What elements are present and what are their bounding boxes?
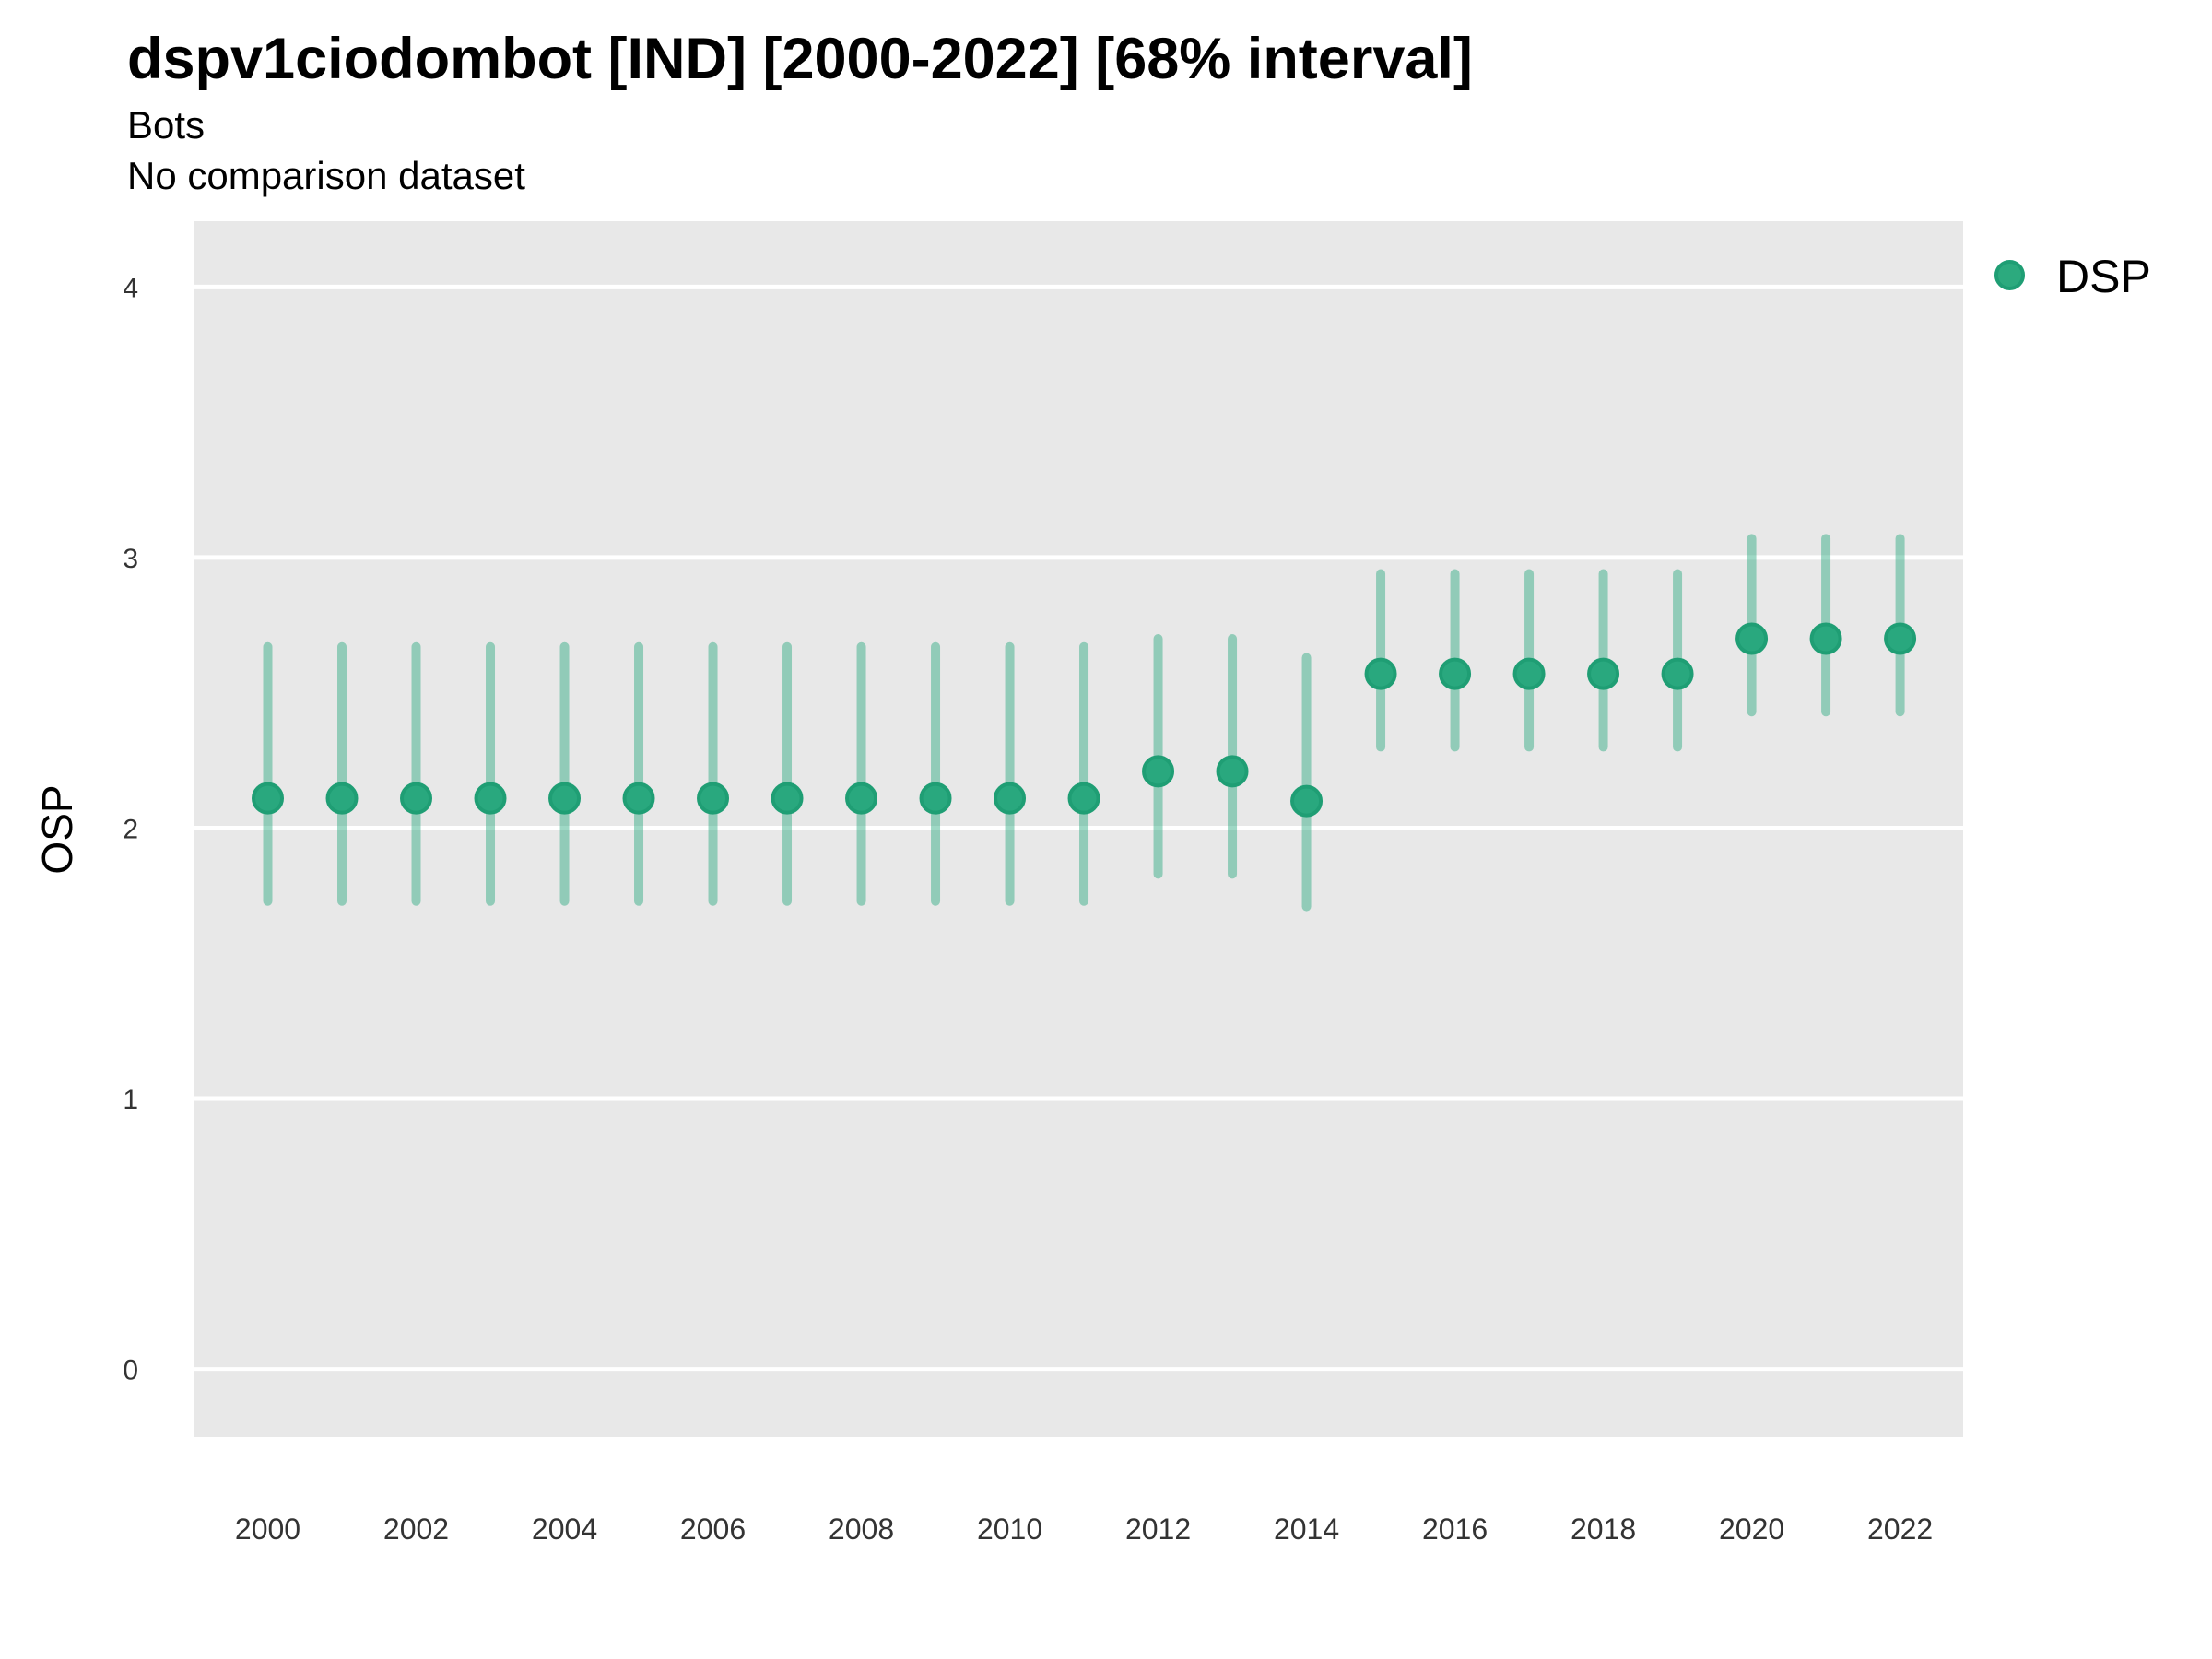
x-tick-label: 2014	[1274, 1512, 1339, 1546]
x-tick-label: 2010	[977, 1512, 1042, 1546]
x-tick-label: 2004	[532, 1512, 597, 1546]
y-tick-label: 3	[123, 544, 138, 574]
point-estimate	[1735, 622, 1769, 655]
x-tick-label: 2016	[1422, 1512, 1488, 1546]
pointrange-2011	[1067, 641, 1100, 906]
pointrange-2000	[252, 641, 285, 906]
x-tick-label: 2002	[383, 1512, 449, 1546]
point-estimate	[919, 782, 952, 815]
pointrange-2005	[622, 641, 655, 906]
point-estimate	[994, 782, 1027, 815]
pointrange-2003	[474, 641, 507, 906]
x-tick-label: 2000	[235, 1512, 300, 1546]
point-estimate	[622, 782, 655, 815]
pointrange-2004	[548, 641, 582, 906]
point-estimate	[771, 782, 804, 815]
point-estimate	[1661, 657, 1694, 690]
x-tick-label: 2022	[1867, 1512, 1933, 1546]
x-tick-label: 2020	[1719, 1512, 1784, 1546]
point-estimate	[548, 782, 582, 815]
pointrange-2019	[1661, 569, 1694, 752]
y-tick-label: 4	[123, 273, 138, 303]
pointrange-2018	[1587, 569, 1620, 752]
point-estimate	[845, 782, 878, 815]
x-tick-label: 2008	[829, 1512, 894, 1546]
pointrange-2015	[1364, 569, 1397, 752]
y-tick-label: 1	[123, 1085, 138, 1115]
chart-title: dspv1ciodombot [IND] [2000-2022] [68% in…	[127, 27, 1473, 91]
point-estimate	[1439, 657, 1472, 690]
x-tick-label: 2012	[1125, 1512, 1191, 1546]
legend-point-icon	[1994, 260, 2025, 290]
point-estimate	[252, 782, 285, 815]
point-estimate	[1809, 622, 1842, 655]
pointrange-2008	[845, 641, 878, 906]
pointrange-2016	[1439, 569, 1472, 752]
pointrange-2009	[919, 641, 952, 906]
point-estimate	[1512, 657, 1546, 690]
pointrange-2002	[400, 641, 433, 906]
pointrange-2022	[1884, 534, 1917, 717]
y-tick-label: 0	[123, 1356, 138, 1386]
point-estimate	[400, 782, 433, 815]
pointrange-2007	[771, 641, 804, 906]
chart-subtitle: Bots	[127, 103, 206, 147]
point-estimate	[1884, 622, 1917, 655]
pointrange-2006	[697, 641, 730, 906]
x-tick-label: 2006	[680, 1512, 746, 1546]
series-DSP	[252, 534, 1917, 912]
point-estimate	[1587, 657, 1620, 690]
pointrange-2017	[1512, 569, 1546, 752]
point-estimate	[1067, 782, 1100, 815]
point-estimate	[697, 782, 730, 815]
comparison-note: No comparison dataset	[127, 154, 525, 197]
point-estimate	[474, 782, 507, 815]
pointrange-2010	[994, 641, 1027, 906]
pointrange-2001	[325, 641, 359, 906]
point-estimate	[325, 782, 359, 815]
pointrange-2014	[1290, 653, 1324, 912]
x-tick-label: 2018	[1571, 1512, 1636, 1546]
y-tick-label: 2	[123, 814, 138, 844]
pointrange-2020	[1735, 534, 1769, 717]
pointrange-2013	[1216, 633, 1249, 879]
pointrange-2012	[1142, 633, 1175, 879]
point-estimate	[1290, 784, 1324, 818]
pointrange-2021	[1809, 534, 1842, 717]
point-estimate	[1364, 657, 1397, 690]
point-estimate	[1216, 755, 1249, 788]
legend-label: DSP	[2056, 251, 2151, 302]
point-estimate	[1142, 755, 1175, 788]
